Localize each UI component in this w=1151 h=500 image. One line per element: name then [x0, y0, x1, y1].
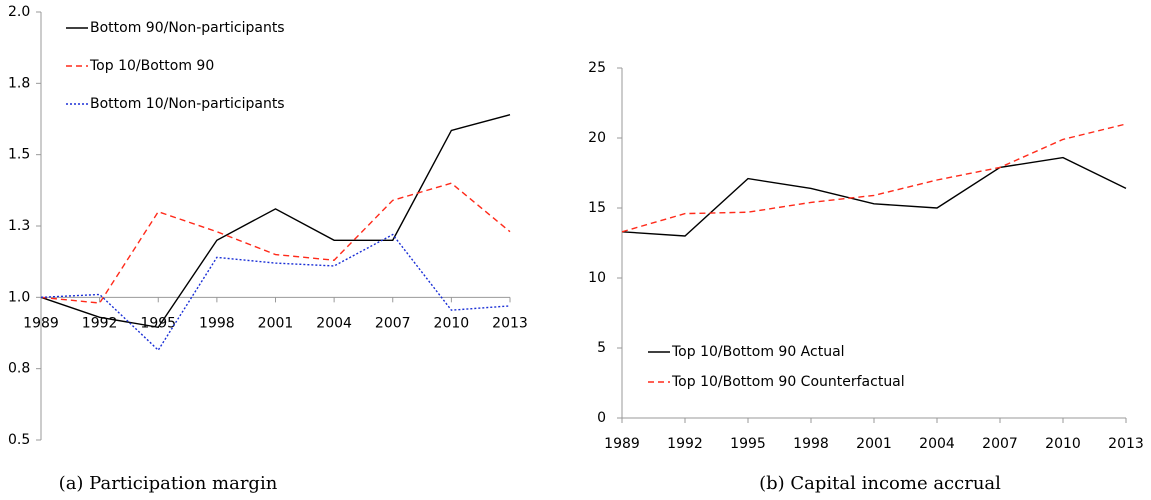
- x-tick-label: 2010: [1045, 436, 1081, 452]
- y-tick-label: 2.0: [8, 4, 30, 20]
- x-tick-label: 1989: [604, 436, 640, 452]
- x-tick-label: 1995: [730, 436, 766, 452]
- caption: (b) Capital income accrual: [759, 473, 1001, 494]
- series-line: [40, 114, 511, 329]
- y-tick-label: 1.5: [8, 147, 30, 163]
- y-tick-label: 0.8: [8, 361, 30, 377]
- y-tick-label: 15: [588, 200, 606, 216]
- x-tick-label: 2004: [919, 436, 955, 452]
- y-tick-label: 0: [597, 410, 606, 426]
- x-tick-label: 1989: [23, 315, 59, 331]
- x-tick-label: 2010: [434, 315, 470, 331]
- legend-label: Top 10/Bottom 90: [89, 58, 214, 74]
- x-tick-label: 2001: [856, 436, 892, 452]
- legend-label: Bottom 10/Non-participants: [90, 96, 285, 112]
- y-tick-label: 20: [588, 130, 606, 146]
- y-tick-label: 0.5: [8, 432, 30, 448]
- x-tick-label: 1998: [793, 436, 829, 452]
- series-line: [40, 182, 511, 304]
- x-tick-label: 2007: [982, 436, 1018, 452]
- series-line: [621, 123, 1127, 233]
- x-tick-label: 1995: [140, 315, 176, 331]
- y-tick-label: 1.0: [8, 289, 30, 305]
- x-tick-label: 2013: [492, 315, 528, 331]
- y-tick-label: 1.8: [8, 75, 30, 91]
- caption: (a) Participation margin: [59, 473, 278, 494]
- y-tick-label: 10: [588, 270, 606, 286]
- x-tick-label: 1992: [667, 436, 703, 452]
- series-line: [621, 156, 1127, 237]
- x-tick-label: 2007: [375, 315, 411, 331]
- y-tick-label: 1.3: [8, 218, 30, 234]
- legend-label: Top 10/Bottom 90 Actual: [671, 344, 845, 360]
- series-line: [40, 233, 511, 352]
- legend-label: Top 10/Bottom 90 Counterfactual: [671, 374, 905, 390]
- y-tick-label: 25: [588, 60, 606, 76]
- x-tick-label: 2001: [258, 315, 294, 331]
- x-tick-label: 2004: [316, 315, 352, 331]
- x-tick-label: 1998: [199, 315, 235, 331]
- x-tick-label: 2013: [1108, 436, 1144, 452]
- y-tick-label: 5: [597, 340, 606, 356]
- legend-label: Bottom 90/Non-participants: [90, 20, 285, 36]
